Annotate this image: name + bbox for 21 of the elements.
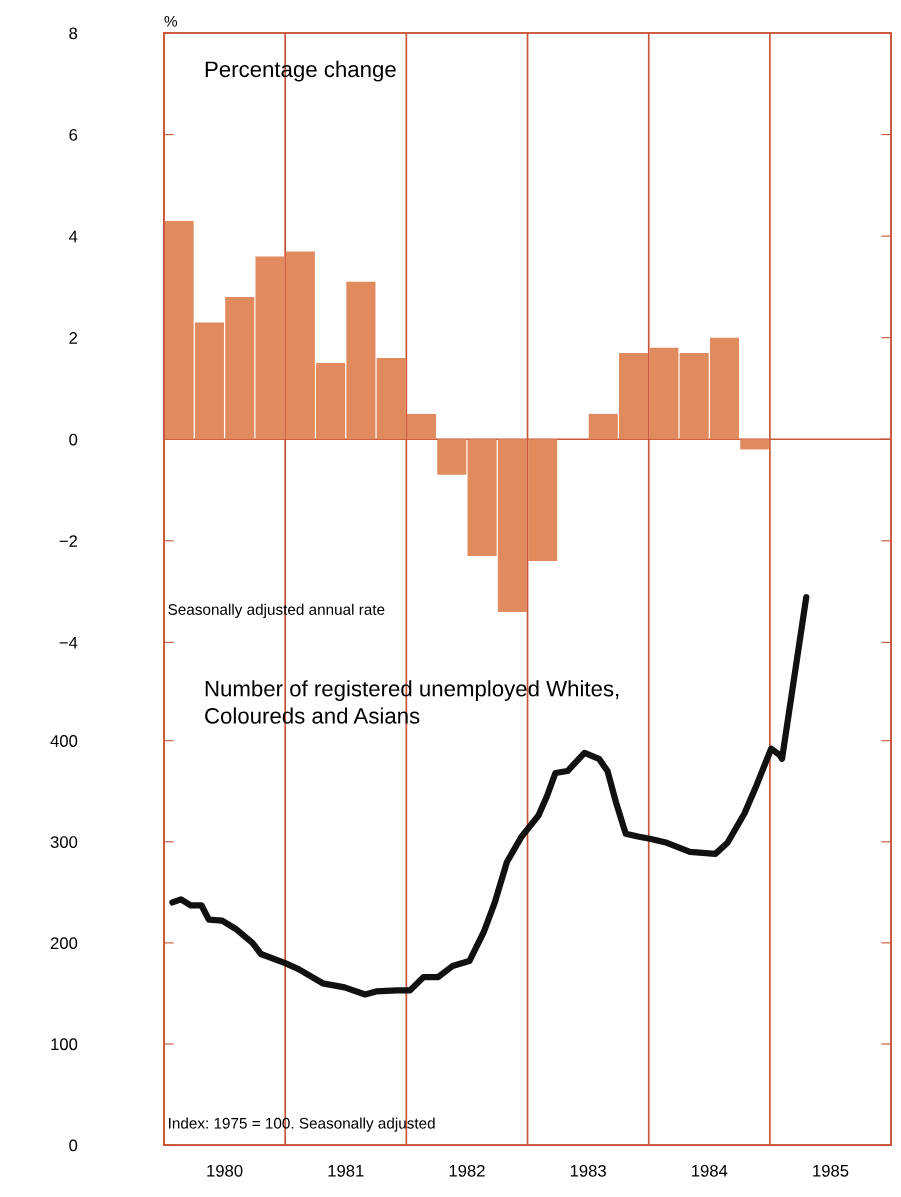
y-tick-label: 400: [50, 735, 78, 747]
x-tick-label: 1980: [207, 1164, 243, 1177]
x-tick-label: 1984: [692, 1164, 728, 1177]
y-tick-label: −4: [59, 636, 78, 649]
x-tick-label: 1982: [449, 1164, 485, 1177]
x-tick-label: 1985: [813, 1164, 849, 1177]
y-tick-label: 100: [51, 1038, 78, 1051]
y-tick-label: 2: [69, 332, 78, 344]
x-tick-label: 1981: [328, 1164, 364, 1177]
y-tick-label: 8: [69, 27, 78, 40]
y-tick-label: 300: [50, 836, 78, 848]
y-axis-title: %: [164, 15, 178, 27]
y-tick-label: −2: [59, 535, 78, 547]
bar: [437, 439, 467, 475]
y-tick-label: 200: [50, 937, 78, 950]
x-tick-label: 1983: [570, 1164, 606, 1177]
y-tick-label: 6: [69, 128, 78, 141]
y-tick-label: 4: [68, 230, 78, 243]
y-tick-label: 0: [69, 1139, 78, 1152]
y-tick-label: 0: [69, 433, 78, 446]
bar: [740, 439, 770, 450]
